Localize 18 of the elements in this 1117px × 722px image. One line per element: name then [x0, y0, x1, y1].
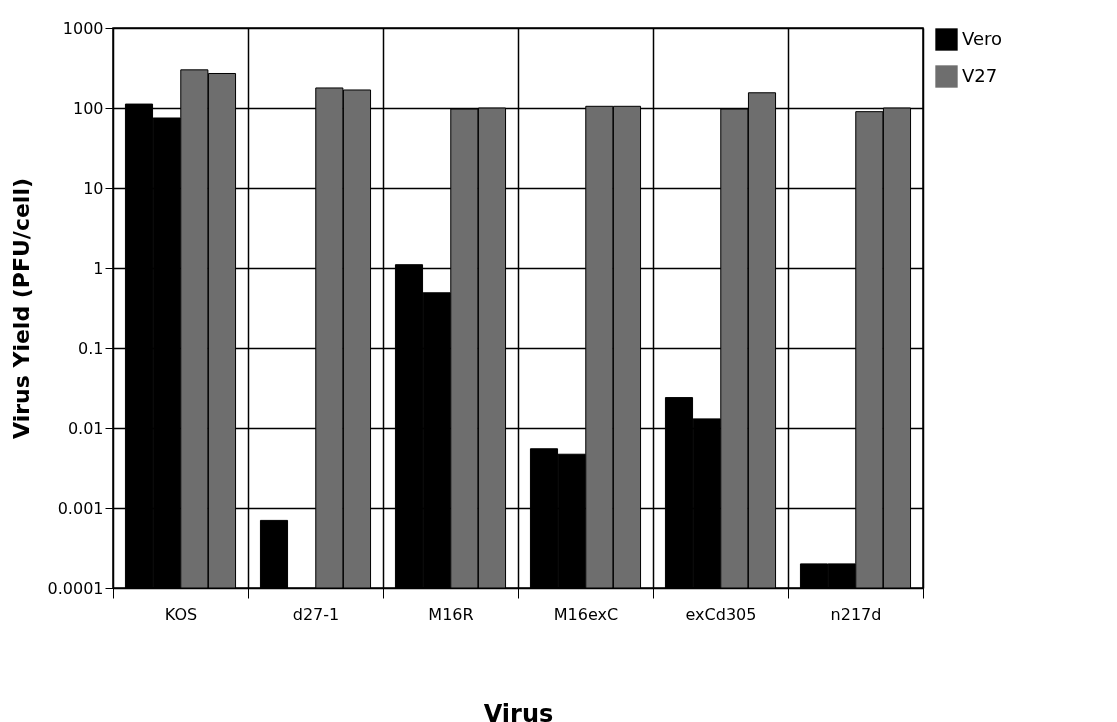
y-tick-label: 0.01 [67, 418, 104, 438]
x-tick-label: M16exC [553, 604, 619, 624]
x-tick-label: KOS [164, 604, 198, 624]
y-tick-label: 10 [83, 178, 104, 198]
y-tick-label: 1 [93, 258, 104, 278]
y-tick-label: 0.1 [78, 338, 104, 358]
y-tick-label: 0.0001 [47, 578, 104, 598]
x-axis-title: Virus [483, 699, 554, 722]
x-tick-label: n217d [830, 604, 882, 624]
y-tick-label: 0.001 [57, 498, 104, 518]
legend-label: V27 [962, 64, 998, 86]
x-tick-label: d27-1 [292, 604, 340, 624]
x-tick-label: M16R [428, 604, 474, 624]
legend-label: Vero [962, 27, 1003, 49]
y-tick-label: 100 [72, 98, 104, 118]
x-tick-label: exCd305 [685, 604, 757, 624]
y-axis-title: Virus Yield (PFU/cell) [8, 178, 34, 439]
y-tick-label: 1000 [62, 18, 104, 38]
